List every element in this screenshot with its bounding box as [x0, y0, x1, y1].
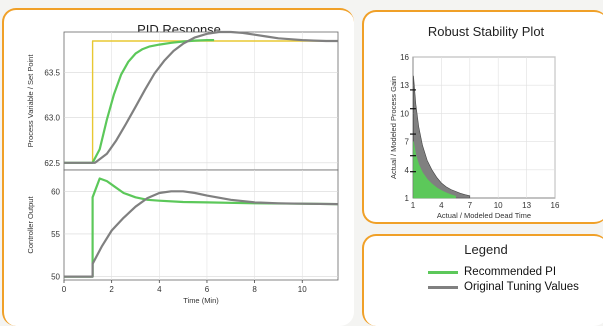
robust-area-original: [413, 75, 471, 199]
robust-stability-plot: 1 4 7 10 13 16 1 4 7 10 13 16 Actual / Modeled Dead …: [389, 53, 560, 220]
pid-lower-y-tick-label: 50: [51, 273, 60, 282]
legend-item-original: Original Tuning Values: [428, 281, 579, 293]
pid-lower-series-recommended: [64, 177, 339, 278]
pid-lower-x-tick-label: 0: [62, 285, 67, 294]
pid-upper-y-tick-label: 63.5: [44, 69, 60, 78]
pid-upper-y-tick-label: 62.5: [44, 159, 60, 168]
pid-upper-plot: 62.5 63.0 63.5 Process Variable / Set Point: [26, 30, 339, 171]
pid-upper-y-axis-label: Process Variable / Set Point: [26, 54, 35, 148]
pid-lower-x-tick-label: 2: [109, 285, 114, 294]
pid-lower-plot: 50 55 60 0 2 4 6 8 10 Time (Min) Controller Output: [26, 169, 339, 305]
pid-lower-x-tick-label: 10: [298, 285, 307, 294]
legend-panel: Legend Recommended PI Original Tuning Va…: [362, 234, 603, 326]
robust-frame: [412, 56, 556, 199]
robust-x-tick-label: 1: [411, 201, 416, 210]
legend-label-recommended: Recommended PI: [464, 266, 557, 278]
pid-lower-x-tick-label: 6: [205, 285, 210, 294]
legend-item-recommended: Recommended PI: [428, 266, 556, 278]
pid-upper-frame: [63, 31, 339, 171]
robust-y-tick-label: 4: [405, 166, 410, 175]
legend-title: Legend: [464, 242, 508, 257]
robust-x-tick-label: 13: [522, 201, 531, 210]
pid-lower-y-axis-label: Controller Output: [26, 196, 35, 254]
robust-stability-title: Robust Stability Plot: [427, 24, 545, 39]
robust-y-tick-label: 7: [405, 138, 410, 147]
pid-lower-y-tick-label: 55: [51, 230, 60, 239]
pid-lower-x-tick-label: 4: [157, 285, 162, 294]
robust-x-tick-label: 10: [494, 201, 503, 210]
legend-swatch-recommended: [428, 270, 458, 274]
robust-x-tick-label: 16: [551, 201, 560, 210]
robust-x-tick-label: 7: [468, 201, 473, 210]
legend-swatch-original: [428, 285, 458, 289]
pid-lower-frame: [63, 169, 339, 281]
pid-upper-series-original: [64, 30, 338, 164]
pid-x-axis-label: Time (Min): [183, 296, 219, 305]
legend-label-original: Original Tuning Values: [464, 281, 579, 293]
pid-upper-y-tick-label: 63.0: [44, 114, 60, 123]
robust-x-axis-label: Actual / Modeled Dead Time: [437, 211, 531, 220]
pid-lower-x-tick-label: 8: [252, 285, 257, 294]
pid-lower-series-original: [64, 190, 339, 278]
robust-area-recommended: [413, 141, 456, 199]
pid-lower-y-tick-label: 60: [51, 187, 60, 196]
robust-y-tick-label: 10: [400, 109, 409, 118]
robust-x-tick-label: 4: [439, 201, 444, 210]
robust-y-tick-label: 13: [400, 81, 409, 90]
robust-y-tick-label: 1: [405, 194, 410, 203]
robust-y-tick-label: 16: [400, 53, 409, 62]
robust-y-axis-label: Actual / Modeled Process Gain: [389, 76, 398, 179]
